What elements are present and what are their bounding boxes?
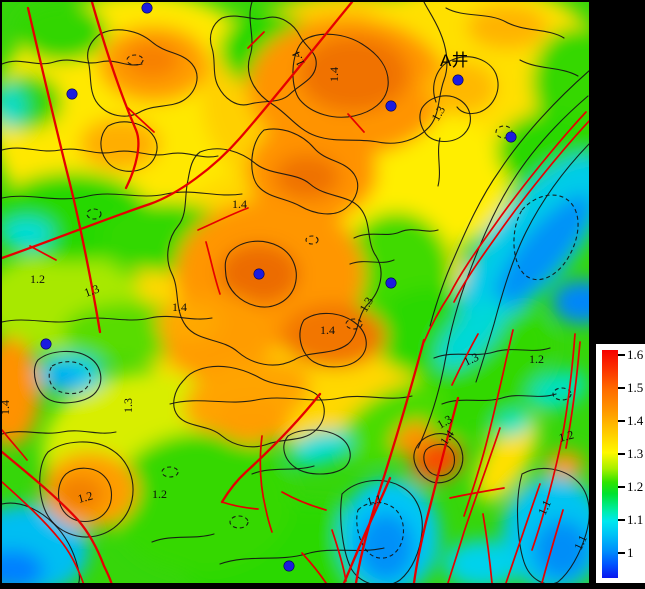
colorbar-tick-label: 1	[627, 545, 634, 560]
colorbar-tick-mark	[618, 453, 625, 455]
colorbar-gradient	[602, 350, 618, 578]
well-marker[interactable]	[253, 268, 265, 280]
contour-label: 1.3	[461, 350, 481, 369]
well-marker[interactable]	[452, 74, 464, 86]
colorbar-tick-label: 1.5	[627, 380, 644, 395]
contour-label: 1.3	[356, 295, 376, 315]
colorbar-tick-label: 1.6	[627, 347, 644, 362]
contour-label: 1.2	[30, 272, 45, 286]
contour-label: 1.2	[557, 427, 575, 444]
well-marker[interactable]	[141, 2, 153, 14]
contour-lines	[2, 2, 589, 583]
well-markers	[40, 2, 517, 572]
fault-lines	[2, 2, 589, 583]
contour-label: 1.1	[535, 498, 554, 518]
well-marker[interactable]	[40, 338, 52, 350]
contour-label: 1.4	[172, 300, 187, 314]
colorbar-tick-mark	[618, 519, 625, 521]
contour-label: 1.3	[428, 104, 448, 124]
contour-label: 1.3	[435, 412, 455, 432]
colorbar-tick-mark	[618, 420, 625, 422]
contour-label: 1.2	[152, 487, 167, 501]
contour-map[interactable]: 1.4 1.4 1.4 1.3 1.4 1.2 1.3 1.4 1.4 1.2 1.3 1.2 1.3 1…	[2, 2, 589, 583]
colorbar-tick-label: 1.4	[627, 413, 644, 428]
colorbar-tick-mark	[618, 387, 625, 389]
contour-label: 1.4	[289, 49, 308, 69]
well-marker[interactable]	[385, 277, 397, 289]
contour-label: 1.4	[320, 323, 335, 337]
colorbar-tick-label: 1.2	[627, 479, 644, 494]
contour-label: 1.4	[327, 67, 341, 82]
contour-label: 1.3	[82, 282, 101, 300]
well-marker[interactable]	[283, 560, 295, 572]
colorbar-panel: 1.6 1.5 1.4 1.3 1.2 1.1 1	[596, 344, 645, 583]
contour-label: 1.2	[529, 352, 544, 366]
attribute-map-canvas[interactable]: 1.4 1.4 1.4 1.3 1.4 1.2 1.3 1.4 1.4 1.2 1.3 1.2 1.3 1…	[2, 2, 589, 583]
well-marker[interactable]	[385, 100, 397, 112]
well-a-label: A井	[440, 51, 468, 70]
contour-label: 1.1	[571, 533, 589, 553]
colorbar-tick-label: 1.3	[627, 446, 644, 461]
colorbar-tick-label: 1.1	[627, 512, 644, 527]
contour-label-layer: 1.4 1.4 1.4 1.3 1.4 1.2 1.3 1.4 1.4 1.2 1.3 1.2 1.3 1…	[2, 49, 589, 552]
colorbar-tick-mark	[618, 552, 625, 554]
contour-label: 1.4	[2, 400, 12, 415]
contour-label: 1.2	[76, 488, 94, 505]
contour-label: 1.4	[232, 197, 247, 211]
well-marker[interactable]	[66, 88, 78, 100]
heat-field	[2, 2, 589, 583]
contour-label: 1.1	[365, 491, 383, 508]
colorbar-tick-mark	[618, 486, 625, 488]
well-marker[interactable]	[505, 131, 517, 143]
colorbar-tick-mark	[618, 354, 625, 356]
contour-label: 1.3	[121, 398, 135, 413]
